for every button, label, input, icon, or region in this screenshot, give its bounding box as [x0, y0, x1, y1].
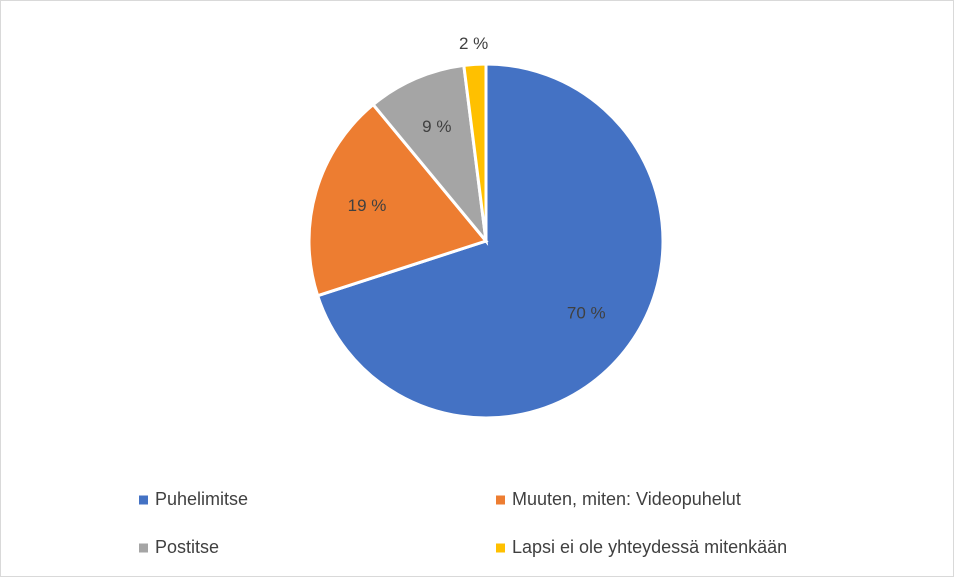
pie-slice — [371, 63, 489, 246]
data-label: 9 % — [422, 117, 451, 136]
legend-label: Lapsi ei ole yhteydessä mitenkään — [512, 537, 787, 557]
pie-slice — [462, 62, 488, 242]
pie-slice — [315, 62, 665, 420]
legend-marker — [496, 543, 505, 553]
legend-label: Postitse — [155, 537, 219, 557]
data-label: 70 % — [567, 303, 606, 322]
pie-slice — [307, 102, 489, 298]
data-label: 2 % — [459, 34, 488, 53]
legend-label: Puhelimitse — [155, 489, 248, 509]
legend-marker — [139, 495, 148, 505]
legend-label: Muuten, miten: Videopuhelut — [512, 489, 741, 509]
legend-marker — [139, 543, 148, 553]
data-label: 19 % — [348, 196, 387, 215]
legend-marker — [496, 495, 505, 505]
